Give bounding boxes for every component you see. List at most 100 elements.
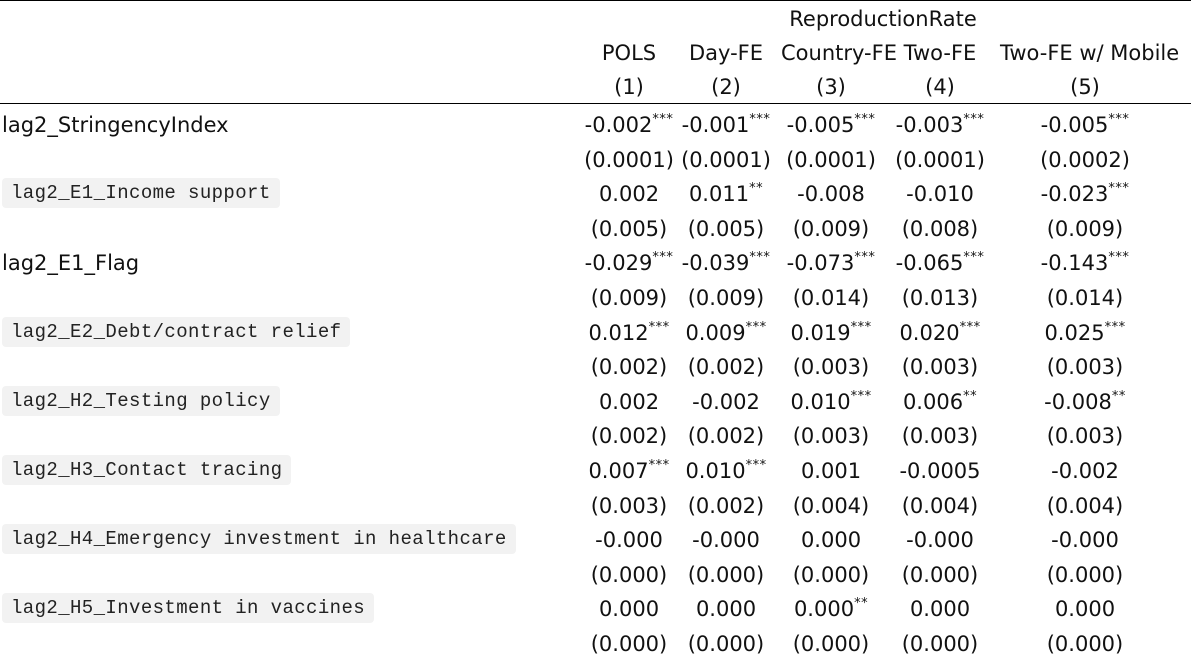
coefficient-cell: 0.001 bbox=[781, 458, 881, 484]
significance-stars: *** bbox=[648, 458, 670, 473]
significance-stars: *** bbox=[1108, 181, 1130, 196]
coefficient-value: -0.010 bbox=[906, 182, 974, 206]
std-error-cell: (0.003) bbox=[901, 355, 979, 379]
coefficient-cell: 0.000 bbox=[890, 596, 990, 622]
coefficient-cell: -0.010 bbox=[890, 181, 990, 207]
coefficient-value: 0.025 bbox=[1044, 321, 1105, 345]
coefficient-cell: -0.039*** bbox=[680, 250, 772, 276]
std-error-cell: (0.000) bbox=[792, 632, 870, 656]
coefficient-value: 0.000 bbox=[800, 528, 862, 552]
variable-name: lag2_H5_Investment in vaccines bbox=[2, 593, 375, 623]
coefficient-cell: 0.011** bbox=[680, 181, 772, 207]
significance-stars: ** bbox=[749, 181, 764, 196]
column-number: (5) bbox=[1070, 75, 1100, 99]
coefficient-value: -0.039 bbox=[681, 251, 750, 275]
std-error-cell: (0.003) bbox=[590, 494, 668, 518]
coefficient-value: 0.000 bbox=[695, 597, 757, 621]
std-error-cell: (0.004) bbox=[1046, 494, 1124, 518]
coefficient-cell: -0.002 bbox=[680, 389, 772, 415]
std-error-cell: (0.002) bbox=[590, 424, 668, 448]
column-number: (4) bbox=[925, 75, 955, 99]
coefficient-cell: -0.143*** bbox=[1000, 250, 1170, 276]
coefficient-cell: -0.073*** bbox=[781, 250, 881, 276]
coefficient-cell: -0.001*** bbox=[680, 112, 772, 138]
std-error-row: (0.000) (0.000) (0.000) (0.000) (0.000) bbox=[0, 558, 1191, 592]
variable-name: lag2_H2_Testing policy bbox=[2, 386, 280, 416]
coefficient-cell: -0.065*** bbox=[890, 250, 990, 276]
coefficient-cell: -0.000 bbox=[890, 527, 990, 553]
significance-stars: *** bbox=[854, 250, 876, 265]
coefficient-cell: 0.019*** bbox=[781, 320, 881, 346]
column-name: Two-FE bbox=[903, 41, 977, 65]
std-error-cell: (0.014) bbox=[1046, 286, 1124, 310]
top-rule bbox=[0, 0, 1191, 1]
column-name: Two-FE w/ Mobile bbox=[1000, 41, 1180, 65]
coefficient-value: -0.008 bbox=[797, 182, 865, 206]
std-error-cell: (0.009) bbox=[687, 286, 765, 310]
std-error-cell: (0.008) bbox=[901, 217, 979, 241]
coefficient-cell: 0.000 bbox=[1000, 596, 1170, 622]
coefficient-value: -0.008 bbox=[1044, 390, 1112, 414]
std-error-cell: (0.004) bbox=[901, 494, 979, 518]
std-error-row: (0.000) (0.000) (0.000) (0.000) (0.000) bbox=[0, 627, 1191, 661]
std-error-cell: (0.004) bbox=[792, 494, 870, 518]
column-number: (1) bbox=[614, 75, 644, 99]
coefficient-row: lag2_StringencyIndex -0.002*** -0.001*** -0… bbox=[0, 108, 1191, 142]
header-rule bbox=[0, 103, 1191, 104]
coefficient-value: -0.000 bbox=[906, 528, 974, 552]
std-error-cell: (0.000) bbox=[590, 563, 668, 587]
coefficient-cell: -0.029*** bbox=[579, 250, 679, 276]
column-name: POLS bbox=[601, 41, 657, 65]
std-error-cell: (0.000) bbox=[1046, 563, 1124, 587]
coefficient-value: -0.003 bbox=[895, 113, 964, 137]
coefficient-row: lag2_E1_Flag -0.029*** -0.039*** -0.073*** -… bbox=[0, 246, 1191, 280]
coefficient-value: -0.0005 bbox=[899, 459, 981, 483]
significance-stars: *** bbox=[745, 458, 767, 473]
significance-stars: *** bbox=[652, 112, 674, 127]
coefficient-value: 0.002 bbox=[598, 182, 660, 206]
coefficient-value: -0.000 bbox=[692, 528, 760, 552]
significance-stars: *** bbox=[749, 112, 771, 127]
significance-stars: *** bbox=[745, 320, 767, 335]
coefficient-row: lag2_E1_Income support 0.002 0.011** -0.008… bbox=[0, 177, 1191, 211]
std-error-cell: (0.002) bbox=[590, 355, 668, 379]
significance-stars: *** bbox=[648, 320, 670, 335]
std-error-cell: (0.003) bbox=[1046, 355, 1124, 379]
coefficient-value: 0.012 bbox=[588, 321, 649, 345]
coefficient-value: 0.010 bbox=[685, 459, 746, 483]
coefficient-value: -0.143 bbox=[1040, 251, 1109, 275]
std-error-cell: (0.002) bbox=[687, 494, 765, 518]
coefficient-value: -0.029 bbox=[584, 251, 653, 275]
coefficient-value: 0.000 bbox=[1054, 597, 1116, 621]
coefficient-value: 0.000 bbox=[793, 597, 855, 621]
coefficient-row: lag2_E2_Debt/contract relief 0.012*** 0.00… bbox=[0, 316, 1191, 350]
coefficient-value: 0.006 bbox=[902, 390, 964, 414]
std-error-cell: (0.0001) bbox=[895, 148, 985, 172]
variable-name: lag2_E2_Debt/contract relief bbox=[2, 317, 351, 347]
coefficient-cell: 0.007*** bbox=[579, 458, 679, 484]
coefficient-cell: 0.000** bbox=[781, 596, 881, 622]
variable-name: lag2_H4_Emergency investment in healthca… bbox=[2, 524, 516, 554]
coefficient-value: -0.065 bbox=[895, 251, 964, 275]
significance-stars: ** bbox=[1111, 389, 1126, 404]
significance-stars: *** bbox=[959, 320, 981, 335]
coefficient-row: lag2_H4_Emergency investment in healthca… bbox=[0, 523, 1191, 557]
coefficient-cell: 0.010*** bbox=[680, 458, 772, 484]
significance-stars: *** bbox=[749, 250, 771, 265]
std-error-cell: (0.005) bbox=[590, 217, 668, 241]
significance-stars: *** bbox=[854, 112, 876, 127]
significance-stars: *** bbox=[963, 250, 985, 265]
std-error-cell: (0.009) bbox=[590, 286, 668, 310]
std-error-cell: (0.000) bbox=[687, 563, 765, 587]
std-error-cell: (0.0001) bbox=[681, 148, 771, 172]
coefficient-value: -0.005 bbox=[1040, 113, 1109, 137]
coefficient-cell: -0.002 bbox=[1000, 458, 1170, 484]
coefficient-row: lag2_H5_Investment in vaccines 0.000 0.000… bbox=[0, 592, 1191, 626]
coefficient-cell: -0.005*** bbox=[781, 112, 881, 138]
coefficient-value: 0.000 bbox=[598, 597, 660, 621]
coefficient-cell: 0.009*** bbox=[680, 320, 772, 346]
coefficient-cell: -0.008** bbox=[1000, 389, 1170, 415]
variable-name: lag2_E1_Flag bbox=[2, 251, 140, 275]
coefficient-cell: 0.000 bbox=[680, 596, 772, 622]
std-error-cell: (0.003) bbox=[901, 424, 979, 448]
